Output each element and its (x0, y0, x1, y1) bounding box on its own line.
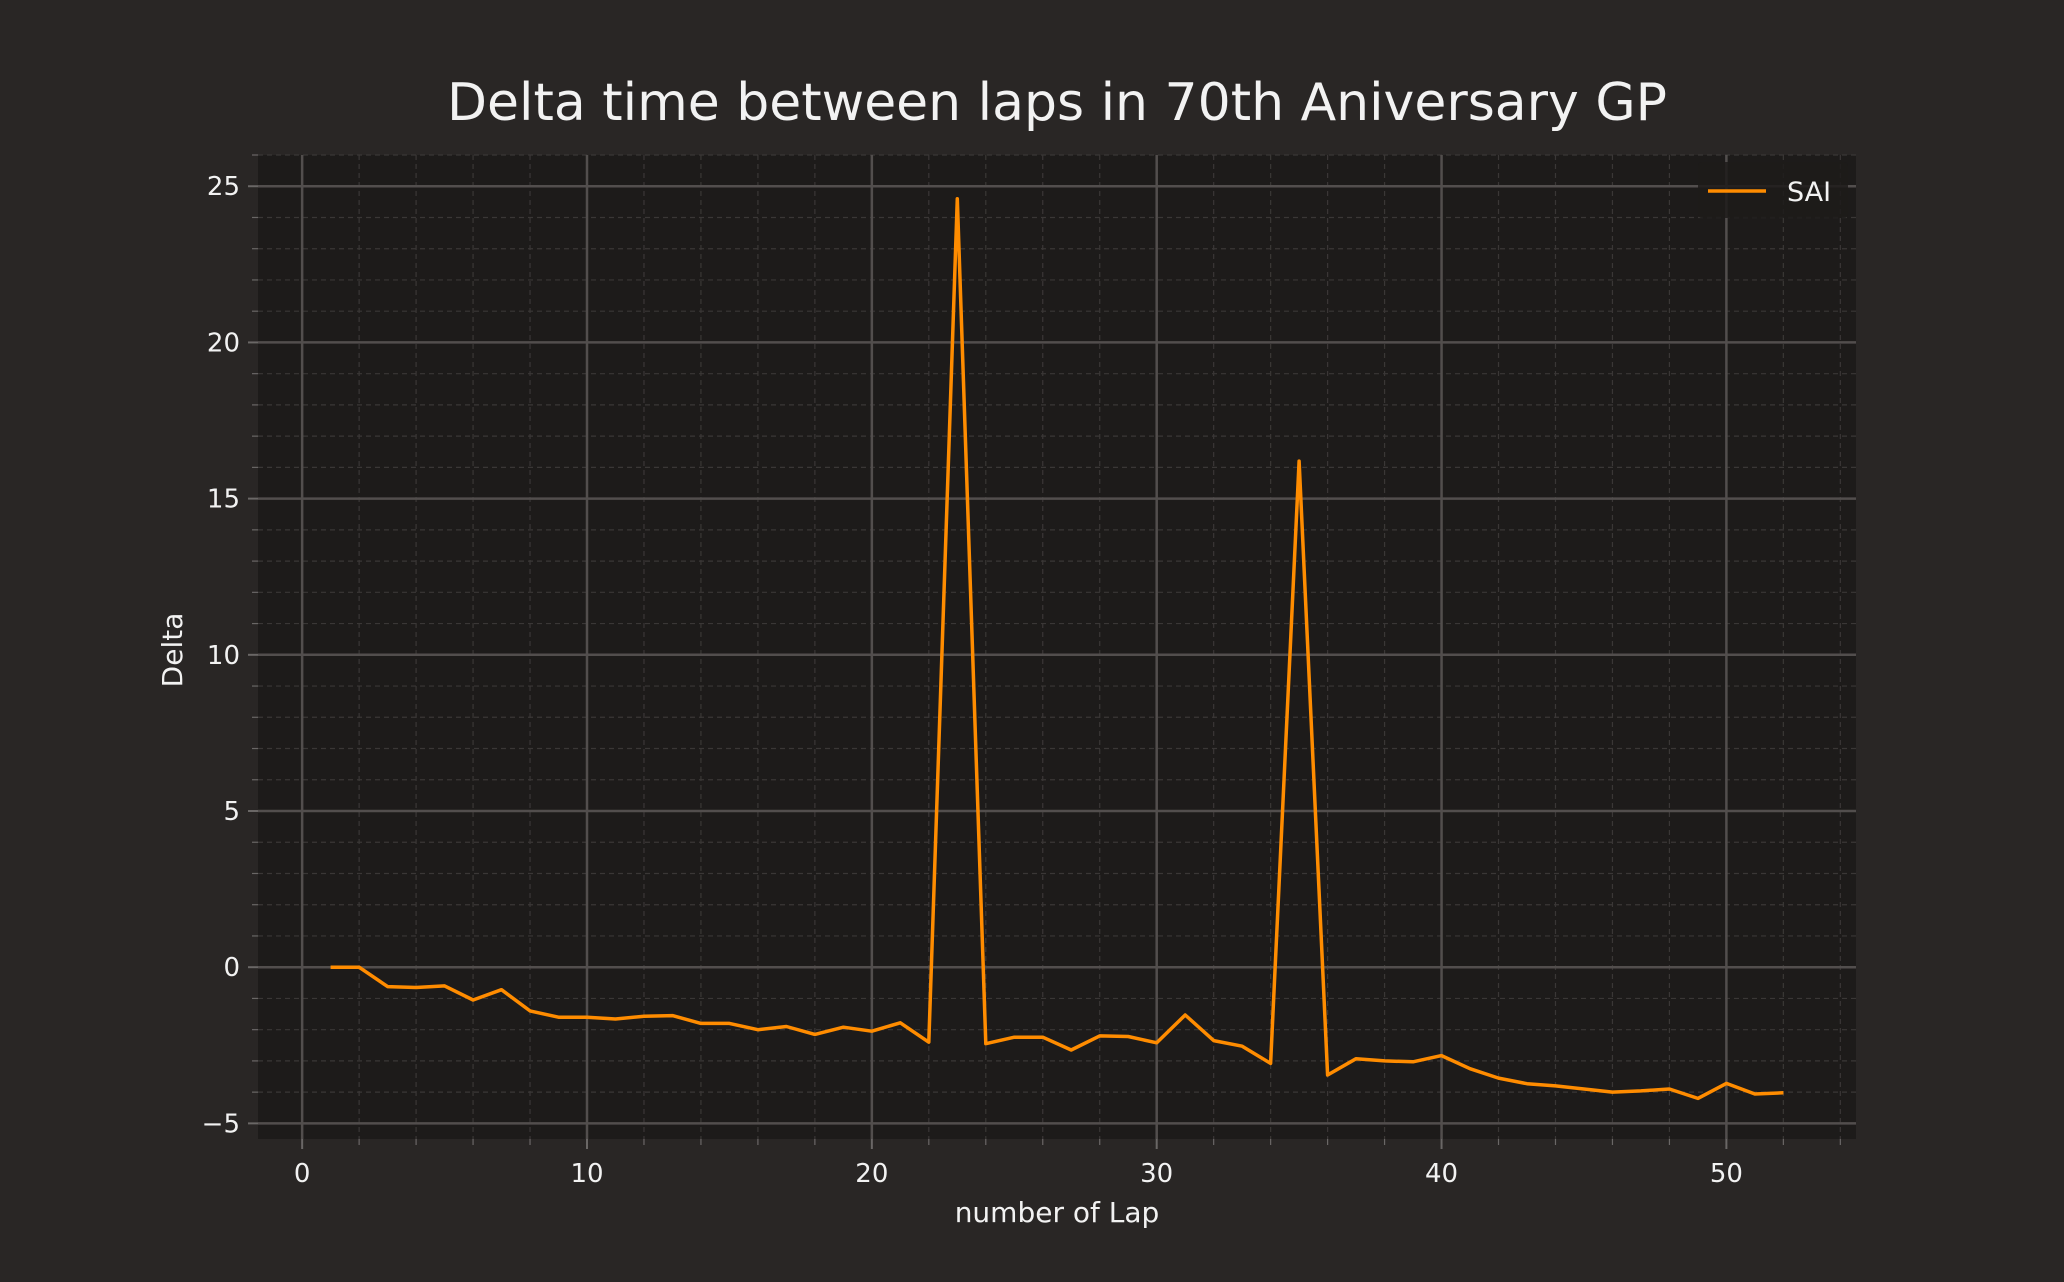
x-axis: 0 10 20 30 40 50 (294, 1139, 1841, 1189)
y-tick-label: −5 (202, 1109, 240, 1139)
y-tick-label: 0 (223, 953, 240, 983)
data-point (1496, 1076, 1501, 1081)
x-tick-label: 10 (570, 1159, 603, 1189)
data-point (1667, 1087, 1672, 1092)
x-tick-label: 40 (1425, 1159, 1458, 1189)
x-tick-label: 50 (1710, 1159, 1743, 1189)
data-point (1781, 1090, 1786, 1095)
data-point (1638, 1088, 1643, 1093)
data-point (784, 1024, 789, 1029)
x-tick-label: 20 (855, 1159, 888, 1189)
series-group (328, 196, 1786, 1101)
data-point (1553, 1083, 1558, 1088)
data-point (926, 1040, 931, 1045)
data-point (499, 987, 504, 992)
x-axis-label: number of Lap (955, 1196, 1160, 1229)
y-tick-label: 10 (207, 641, 240, 671)
y-tick-label: 20 (207, 328, 240, 358)
data-point (1354, 1056, 1359, 1061)
data-point (585, 1015, 590, 1020)
legend-label: SAI (1787, 177, 1831, 208)
data-point (812, 1032, 817, 1037)
minor-grid (258, 154, 1856, 1139)
data-point (1610, 1090, 1615, 1095)
data-point (1069, 1047, 1074, 1052)
data-point (727, 1021, 732, 1026)
x-tick-label: 30 (1140, 1159, 1173, 1189)
y-axis: −5 0 5 10 15 20 25 (202, 154, 258, 1139)
data-point (328, 965, 333, 970)
data-point (613, 1017, 618, 1022)
data-point (1268, 1061, 1273, 1066)
data-point (1724, 1081, 1729, 1086)
data-point (955, 196, 960, 201)
data-point (1752, 1092, 1757, 1097)
data-point (1154, 1040, 1159, 1045)
y-axis-label: Delta (156, 613, 189, 688)
y-tick-label: 5 (223, 797, 240, 827)
legend-box (1698, 162, 1848, 218)
major-grid (258, 155, 1856, 1139)
data-point (1012, 1035, 1017, 1040)
data-point (1097, 1033, 1102, 1038)
data-point (1525, 1081, 1530, 1086)
data-point (1040, 1035, 1045, 1040)
legend: SAI (1698, 162, 1848, 218)
data-point (841, 1025, 846, 1030)
data-point (1126, 1034, 1131, 1039)
data-point (670, 1013, 675, 1018)
data-point (471, 997, 476, 1002)
data-point (528, 1008, 533, 1013)
data-point (1240, 1044, 1245, 1049)
data-point (698, 1021, 703, 1026)
data-point (1411, 1059, 1416, 1064)
data-point (357, 965, 362, 970)
data-point (442, 983, 447, 988)
y-tick-label: 15 (207, 485, 240, 515)
data-point (641, 1014, 646, 1019)
data-point (414, 985, 419, 990)
plot-area (258, 155, 1856, 1139)
data-point (983, 1041, 988, 1046)
data-point (1468, 1066, 1473, 1071)
y-tick-label: 25 (207, 172, 240, 202)
data-point (1211, 1038, 1216, 1043)
data-point (1439, 1053, 1444, 1058)
data-point (556, 1015, 561, 1020)
x-tick-label: 0 (294, 1159, 311, 1189)
data-point (1695, 1096, 1700, 1101)
data-point (1297, 459, 1302, 464)
series-line-sai (330, 196, 1784, 1101)
data-point (385, 984, 390, 989)
data-point (1382, 1058, 1387, 1063)
data-point (755, 1027, 760, 1032)
data-point (1325, 1072, 1330, 1077)
data-point (1183, 1012, 1188, 1017)
data-point (869, 1029, 874, 1034)
chart-title: Delta time between laps in 70th Aniversa… (447, 73, 1667, 133)
data-point (1581, 1087, 1586, 1092)
data-point (898, 1020, 903, 1025)
